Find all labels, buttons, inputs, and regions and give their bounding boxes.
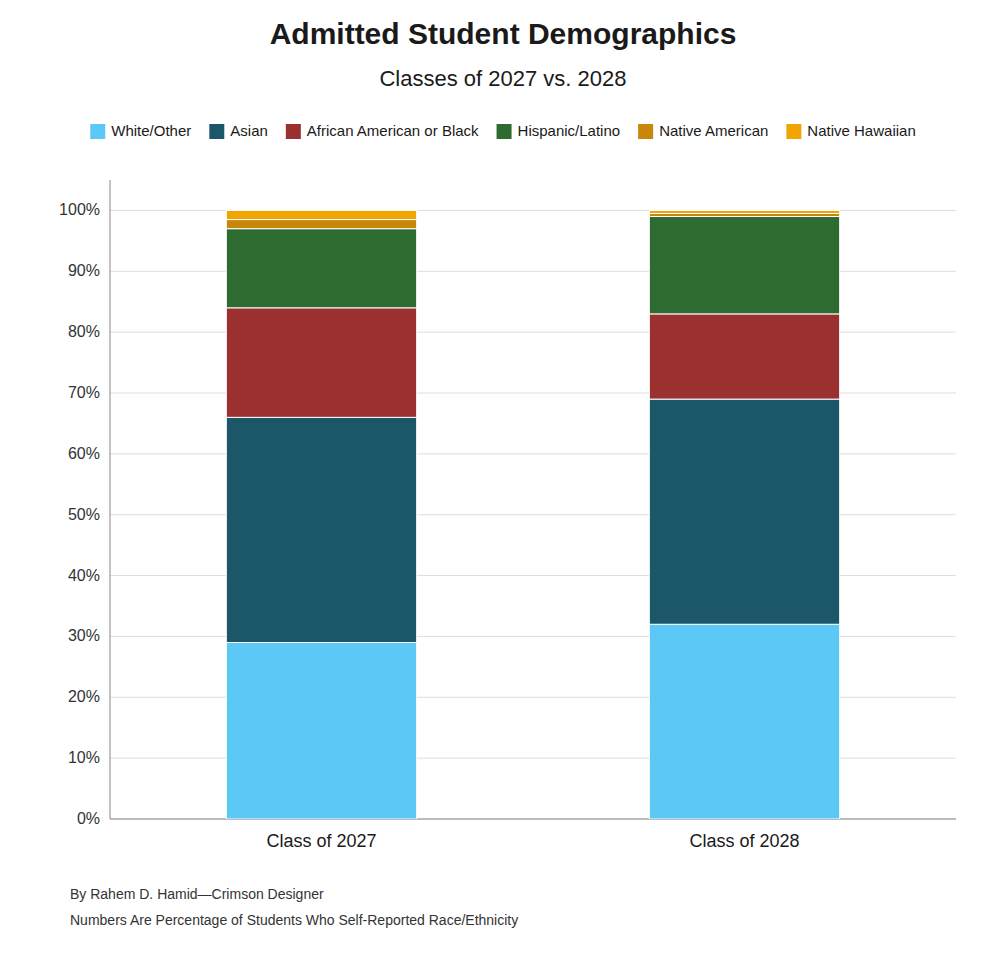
x-tick-label: Class of 2027 — [266, 831, 376, 851]
legend-label: Asian — [230, 122, 268, 139]
legend-swatch — [638, 124, 653, 139]
y-tick-label: 50% — [68, 506, 100, 523]
title: Admitted Student Demographics — [270, 17, 737, 50]
legend-label: White/Other — [111, 122, 191, 139]
bar-segment — [226, 643, 416, 819]
bar-segment — [226, 229, 416, 308]
y-tick-label: 10% — [68, 749, 100, 766]
y-tick-label: 90% — [68, 262, 100, 279]
legend-item: White/Other — [90, 122, 191, 139]
legend-label: Hispanic/Latino — [518, 122, 621, 139]
y-tick-label: 100% — [59, 201, 100, 218]
legend-swatch — [286, 124, 301, 139]
bar-segment — [649, 217, 839, 314]
legend-item: Native American — [638, 122, 768, 139]
bar-segment — [649, 624, 839, 819]
legend-item: African American or Black — [286, 122, 479, 139]
bar-segment — [226, 220, 416, 229]
bars — [226, 210, 839, 819]
y-tick-label: 0% — [77, 810, 100, 827]
x-axis: Class of 2027 Class of 2028 — [266, 831, 799, 851]
legend: White/Other Asian African American or Blac… — [90, 122, 915, 139]
legend-item: Asian — [209, 122, 268, 139]
grid — [110, 210, 956, 819]
y-tick-label: 40% — [68, 567, 100, 584]
annotation: Numbers Are Percentage of Students Who S… — [70, 912, 518, 928]
bar-segment — [649, 210, 839, 213]
y-tick-label: 80% — [68, 323, 100, 340]
annotation: By Rahem D. Hamid—Crimson Designer — [70, 886, 324, 902]
legend-swatch — [209, 124, 224, 139]
legend-label: Native American — [659, 122, 768, 139]
legend-label: Native Hawaiian — [807, 122, 915, 139]
y-tick-label: 70% — [68, 384, 100, 401]
y-tick-label: 30% — [68, 627, 100, 644]
y-tick-label: 60% — [68, 445, 100, 462]
subtitle: Classes of 2027 vs. 2028 — [379, 66, 626, 91]
legend-item: Native Hawaiian — [786, 122, 915, 139]
bar-segment — [649, 314, 839, 399]
bar-segment — [226, 417, 416, 642]
legend-item: Hispanic/Latino — [497, 122, 621, 139]
x-tick-label: Class of 2028 — [689, 831, 799, 851]
y-axis: 0% 10% 20% 30% 40% 50% 60% 70% 80% 90% 100% — [59, 180, 956, 827]
y-tick-label: 20% — [68, 688, 100, 705]
chart: Admitted Student Demographics Classes of … — [0, 0, 1006, 969]
bar-segment — [649, 399, 839, 624]
background — [0, 0, 1006, 969]
legend-swatch — [786, 124, 801, 139]
bar-segment — [226, 308, 416, 418]
legend-swatch — [497, 124, 512, 139]
y-axis-line — [110, 180, 111, 819]
legend-swatch — [90, 124, 105, 139]
bar-segment — [226, 210, 416, 219]
legend-label: African American or Black — [307, 122, 479, 139]
